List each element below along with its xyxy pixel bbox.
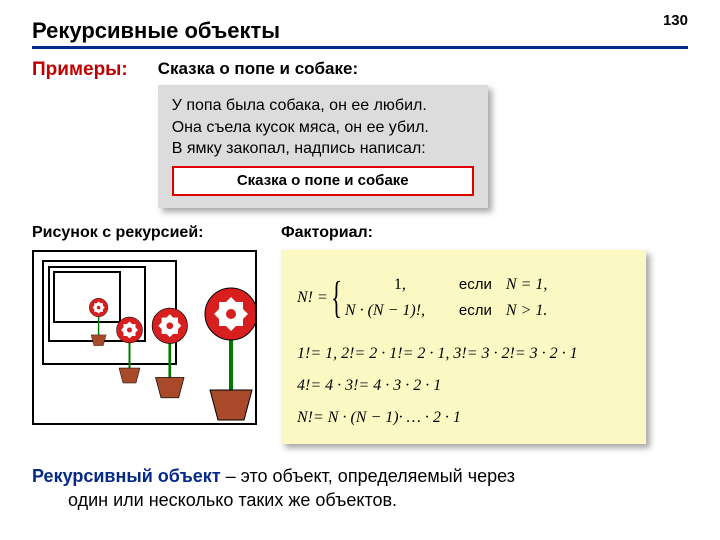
factorial-box: N! = { 1, если N = 1, N · (N − 1)!, если… xyxy=(281,250,646,444)
definition-line2: один или несколько таких же объектов. xyxy=(68,488,688,512)
flower xyxy=(86,296,111,351)
case2-right: N > 1. xyxy=(506,302,547,319)
definition: Рекурсивный объект – это объект, определ… xyxy=(32,464,688,513)
definition-term: Рекурсивный объект xyxy=(32,466,221,486)
flower xyxy=(112,314,147,389)
definition-rest: – это объект, определяемый через xyxy=(221,466,515,486)
factorial-cases: 1, если N = 1, N · (N − 1)!, если N > 1. xyxy=(345,272,547,325)
flower-icon xyxy=(196,282,257,422)
recursion-picture xyxy=(32,250,257,425)
flower xyxy=(196,282,257,425)
brace-icon: { xyxy=(331,262,342,335)
factorial-line: N!= N · (N − 1)· … · 2 · 1 xyxy=(297,405,630,431)
page-number: 130 xyxy=(663,12,688,29)
page-title: Рекурсивные объекты xyxy=(32,18,688,44)
factorial-label: Факториал: xyxy=(281,224,646,242)
case1-left: 1, xyxy=(345,272,455,298)
factorial-line: 1!= 1, 2!= 2 · 1!= 2 · 1, 3!= 3 · 2!= 3 … xyxy=(297,341,630,367)
esli: если xyxy=(459,276,492,293)
flower xyxy=(146,304,194,404)
story-line: В ямку закопал, надпись написал: xyxy=(172,138,474,160)
title-rule xyxy=(32,46,688,49)
examples-label: Примеры: xyxy=(32,59,128,81)
factorial-head: N! = xyxy=(297,285,328,311)
esli: если xyxy=(459,302,492,319)
story-line: У попа была собака, он ее любил. xyxy=(172,95,474,117)
flower-icon xyxy=(112,314,147,384)
flower-icon xyxy=(146,304,194,399)
flower-icon xyxy=(86,296,111,346)
story-line: Она съела кусок мяса, он ее убил. xyxy=(172,117,474,139)
picture-label: Рисунок с рекурсией: xyxy=(32,224,257,242)
case1-right: N = 1, xyxy=(506,276,547,293)
factorial-line: 4!= 4 · 3!= 4 · 3 · 2 · 1 xyxy=(297,373,630,399)
story-title: Сказка о попе и собаке: xyxy=(158,59,488,79)
story-inner: Сказка о попе и собаке xyxy=(172,166,474,196)
story-box: У попа была собака, он ее любил. Она съе… xyxy=(158,85,488,208)
case2-left: N · (N − 1)!, xyxy=(345,298,455,324)
